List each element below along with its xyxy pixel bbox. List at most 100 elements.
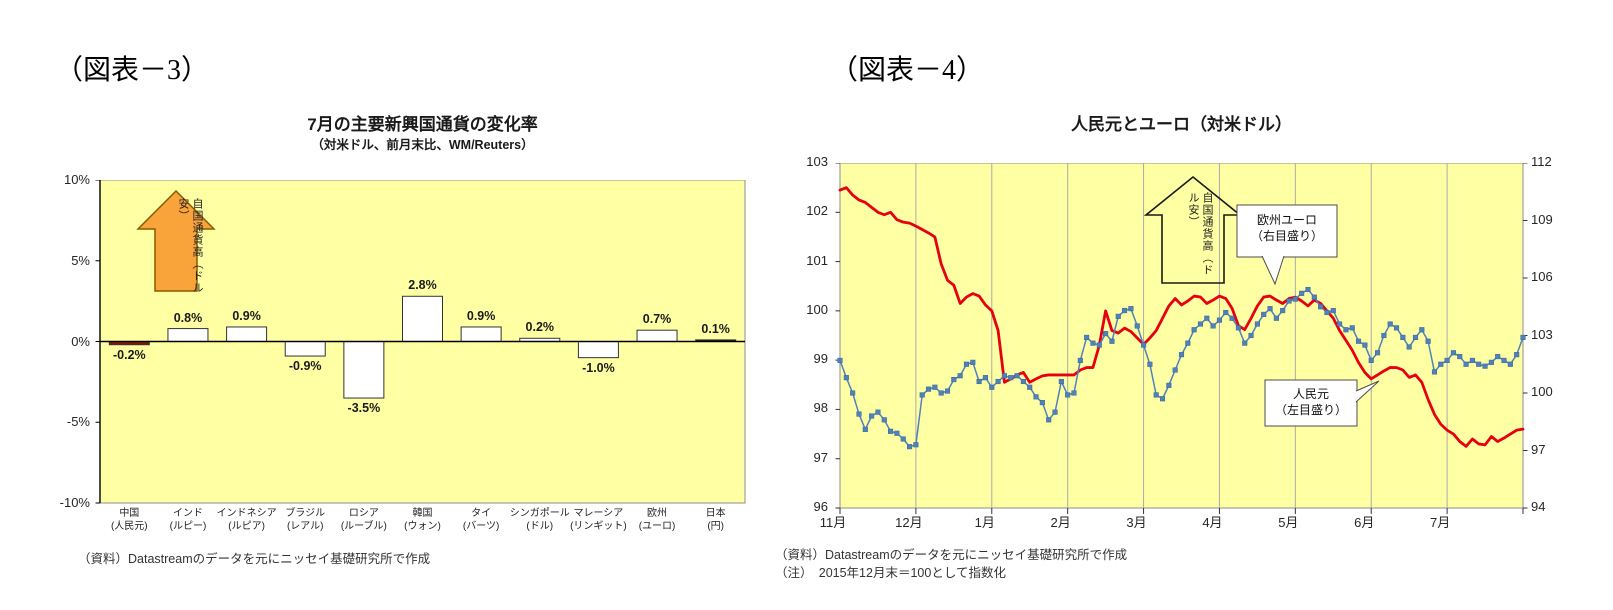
euro-marker	[1501, 357, 1507, 363]
euro-marker	[982, 375, 989, 381]
figure4-label: （図表－4）	[830, 55, 985, 86]
euro-marker	[919, 392, 925, 398]
grid-layer	[835, 163, 1528, 514]
euro-marker	[1185, 340, 1191, 346]
euro-marker	[1488, 359, 1494, 365]
right-axis-label: 112	[1531, 154, 1552, 169]
euro-marker	[957, 373, 963, 379]
bar-category-label: ロシア (ルーブル)	[340, 508, 387, 532]
bar	[226, 326, 268, 342]
left-axis-label: 103	[806, 154, 828, 169]
euro-marker	[1514, 352, 1520, 358]
euro-marker	[900, 436, 906, 442]
left-axis-label: 99	[813, 351, 828, 367]
euro-marker	[1223, 309, 1229, 316]
right-axis-label: 109	[1531, 211, 1553, 227]
y-axis-label-fig3: -10%	[59, 495, 90, 510]
left-axis-label: 100	[806, 301, 828, 317]
euro-marker	[1469, 357, 1475, 363]
arrow-text-main: 自国通貨高	[1201, 192, 1213, 252]
euro-marker	[837, 357, 843, 363]
euro-marker	[1166, 382, 1172, 388]
bar-category-label: マレーシア (リンギット)	[570, 508, 627, 532]
euro-marker	[976, 378, 982, 385]
euro-marker	[1444, 357, 1450, 363]
euro-marker	[1134, 323, 1140, 329]
euro-marker	[1141, 342, 1147, 348]
euro-marker	[1337, 321, 1343, 327]
bar-category-label: 韓国 (ウォン)	[404, 508, 441, 532]
euro-marker	[1406, 344, 1412, 350]
arrow-text-main: 自国通貨高	[191, 198, 203, 258]
euro-marker	[1368, 357, 1374, 363]
euro-marker	[1318, 304, 1324, 310]
euro-marker	[1033, 394, 1039, 400]
euro-marker	[1299, 290, 1305, 296]
euro-marker	[862, 426, 868, 432]
euro-marker	[1273, 315, 1279, 321]
euro-marker	[1065, 392, 1071, 398]
up-arrow-annotation-fig3: 自国通貨高（ドル安）	[162, 198, 204, 294]
euro-marker	[1450, 350, 1456, 356]
y-axis-label-fig3: 10%	[63, 172, 90, 187]
euro-marker	[1122, 308, 1128, 314]
euro-marker	[1052, 409, 1058, 415]
euro-marker	[1147, 361, 1153, 367]
euro-marker	[1084, 334, 1090, 340]
euro-marker	[1520, 334, 1526, 340]
euro-marker	[1014, 373, 1020, 379]
bar	[402, 295, 443, 342]
bar-value-label: 0.8%	[173, 310, 203, 325]
euro-marker	[1374, 350, 1381, 356]
plot-area-fig4	[839, 163, 1524, 509]
euro-marker	[1393, 325, 1400, 331]
figure4-index-note: （注） 2015年12月末＝100として指数化	[775, 566, 1006, 580]
euro-marker	[1349, 325, 1355, 331]
euro-marker	[1381, 332, 1387, 339]
right-axis-label: 103	[1531, 326, 1553, 342]
euro-marker	[869, 413, 875, 419]
callout-euro-pointer	[1261, 255, 1285, 286]
left-axis-label: 101	[806, 252, 828, 268]
bar	[343, 341, 385, 399]
bar-value-label: 0.9%	[232, 308, 261, 323]
euro-marker	[1008, 375, 1014, 381]
euro-marker	[1103, 331, 1109, 337]
left-axis-label: 97	[813, 449, 828, 465]
bar-value-label: 0.9%	[466, 308, 496, 323]
euro-marker	[995, 378, 1001, 385]
month-label: 12月	[895, 515, 923, 530]
bar	[284, 341, 326, 357]
arrow-text-sub: （ドル安）	[1187, 192, 1213, 276]
callout-euro-box	[1236, 204, 1338, 258]
month-label: 3月	[1126, 515, 1147, 530]
bar-category-label: 中国 (人民元)	[110, 508, 148, 532]
euro-marker	[1046, 417, 1052, 423]
euro-marker	[875, 409, 881, 415]
euro-marker	[1090, 340, 1096, 346]
euro-marker	[1204, 315, 1210, 321]
euro-marker	[1058, 378, 1064, 385]
left-axis-label: 98	[813, 400, 828, 416]
euro-marker	[1324, 309, 1330, 316]
euro-marker	[1096, 342, 1102, 348]
bar-value-label: -1.0%	[582, 360, 615, 375]
bar-category-label: インドネシア (ルピア)	[216, 508, 277, 532]
euro-marker	[1286, 298, 1292, 304]
euro-marker	[1216, 317, 1222, 323]
y-axis-label-fig3: 0%	[71, 333, 90, 349]
euro-marker	[1001, 373, 1007, 379]
euro-marker	[1229, 315, 1235, 321]
bar-chart-figure3	[95, 180, 746, 504]
month-label: 7月	[1429, 515, 1451, 530]
euro-marker	[1311, 294, 1317, 300]
bar-value-label: 0.1%	[701, 321, 730, 336]
bar	[460, 326, 502, 342]
euro-marker	[1495, 354, 1501, 360]
callout-euro-label: 欧州ユーロ （右目盛り）	[1250, 213, 1323, 243]
right-axis-label: 106	[1531, 269, 1553, 284]
euro-marker	[1431, 369, 1438, 375]
euro-marker	[1387, 321, 1393, 327]
figure3-label: （図表－3）	[55, 55, 210, 86]
